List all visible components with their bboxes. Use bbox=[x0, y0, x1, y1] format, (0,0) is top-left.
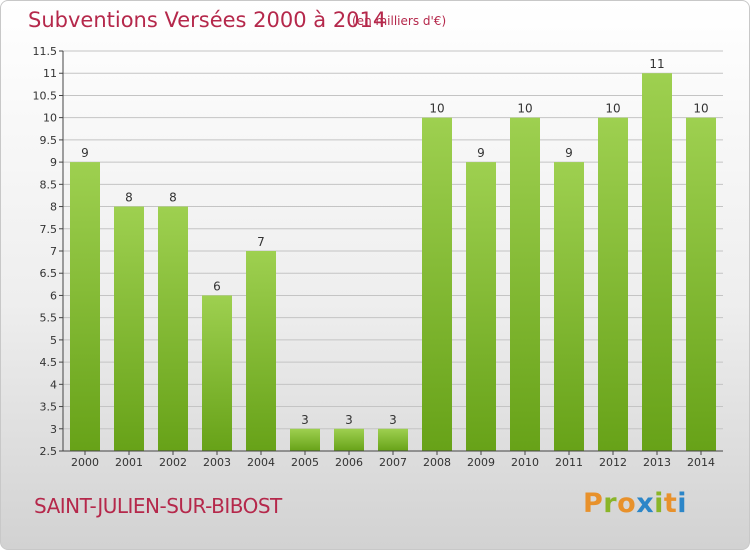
x-tick-label: 2000 bbox=[71, 456, 99, 469]
y-tick-label: 11 bbox=[43, 67, 57, 80]
bar-value-label: 10 bbox=[693, 102, 708, 116]
bar-value-label: 11 bbox=[649, 57, 664, 71]
y-tick-label: 7.5 bbox=[40, 223, 58, 236]
logo-letter: P bbox=[583, 488, 604, 519]
y-tick-label: 4 bbox=[50, 378, 57, 391]
y-tick-label: 3.5 bbox=[40, 401, 58, 414]
y-tick-label: 6.5 bbox=[40, 267, 58, 280]
bar bbox=[422, 117, 452, 452]
x-tick-label: 2008 bbox=[423, 456, 451, 469]
bar bbox=[334, 428, 364, 451]
bar-value-label: 8 bbox=[125, 191, 133, 205]
y-tick-label: 5 bbox=[50, 334, 57, 347]
y-tick-label: 5.5 bbox=[40, 312, 58, 325]
bar-value-label: 8 bbox=[169, 191, 177, 205]
axes bbox=[59, 50, 723, 455]
bar bbox=[598, 117, 628, 452]
x-tick-label: 2011 bbox=[555, 456, 583, 469]
x-tick-label: 2002 bbox=[159, 456, 187, 469]
commune-name: SAINT-JULIEN-SUR-BIBOST bbox=[34, 494, 282, 518]
bar bbox=[202, 295, 232, 451]
bar-value-label: 3 bbox=[389, 413, 397, 427]
logo-letter: i bbox=[654, 488, 664, 519]
bar-value-label: 3 bbox=[301, 413, 309, 427]
logo-letter: x bbox=[636, 488, 655, 519]
y-tick-label: 10 bbox=[43, 112, 57, 125]
bar bbox=[158, 206, 188, 451]
proxiti-logo[interactable]: Proxiti bbox=[583, 488, 687, 519]
y-tick-label: 8.5 bbox=[40, 178, 58, 191]
chart-subtitle: (en milliers d'€) bbox=[352, 14, 447, 28]
bar-value-label: 9 bbox=[565, 146, 573, 160]
y-tick-label: 3 bbox=[50, 423, 57, 436]
x-tick-label: 2010 bbox=[511, 456, 539, 469]
bar bbox=[378, 428, 408, 451]
y-tick-label: 10.5 bbox=[33, 89, 58, 102]
bar-value-label: 10 bbox=[517, 102, 532, 116]
bar bbox=[686, 117, 716, 452]
bar-value-label: 6 bbox=[213, 279, 221, 293]
x-tick-label: 2013 bbox=[643, 456, 671, 469]
y-tick-label: 9 bbox=[50, 156, 57, 169]
bar bbox=[554, 162, 584, 451]
x-tick-label: 2004 bbox=[247, 456, 275, 469]
bar-value-label: 9 bbox=[81, 146, 89, 160]
y-tick-label: 4.5 bbox=[40, 356, 58, 369]
x-tick-label: 2003 bbox=[203, 456, 231, 469]
bar bbox=[290, 428, 320, 451]
logo-letter: t bbox=[663, 488, 678, 519]
bar-value-label: 7 bbox=[257, 235, 265, 249]
bars bbox=[70, 73, 716, 452]
labels: 2.5 3 3.5 4 4.5 5 5.5 6 6.5 7 7.5 8 8.5 9 9.5 10 10.5 11 1… bbox=[33, 45, 716, 469]
y-tick-label: 11.5 bbox=[33, 45, 58, 58]
x-tick-label: 2009 bbox=[467, 456, 495, 469]
bar bbox=[114, 206, 144, 451]
bar-value-label: 10 bbox=[605, 102, 620, 116]
y-tick-label: 2.5 bbox=[40, 445, 58, 458]
chart-title: Subventions Versées 2000 à 2014 bbox=[28, 8, 387, 32]
bar bbox=[466, 162, 496, 451]
x-tick-label: 2007 bbox=[379, 456, 407, 469]
bar bbox=[510, 117, 540, 452]
y-tick-label: 8 bbox=[50, 201, 57, 214]
x-tick-label: 2005 bbox=[291, 456, 319, 469]
x-tick-label: 2001 bbox=[115, 456, 143, 469]
bar bbox=[246, 251, 276, 451]
y-tick-label: 9.5 bbox=[40, 134, 58, 147]
logo-letter: o bbox=[617, 488, 637, 519]
x-tick-label: 2014 bbox=[687, 456, 715, 469]
x-tick-label: 2012 bbox=[599, 456, 627, 469]
logo-letter: r bbox=[603, 488, 618, 519]
bar bbox=[70, 162, 100, 451]
logo-letter: i bbox=[677, 488, 688, 519]
y-tick-label: 6 bbox=[50, 289, 57, 302]
bar-value-label: 10 bbox=[429, 102, 444, 116]
x-tick-label: 2006 bbox=[335, 456, 363, 469]
y-tick-label: 7 bbox=[50, 245, 57, 258]
bar bbox=[642, 73, 672, 451]
bar-value-label: 9 bbox=[477, 146, 485, 160]
bar-value-label: 3 bbox=[345, 413, 353, 427]
